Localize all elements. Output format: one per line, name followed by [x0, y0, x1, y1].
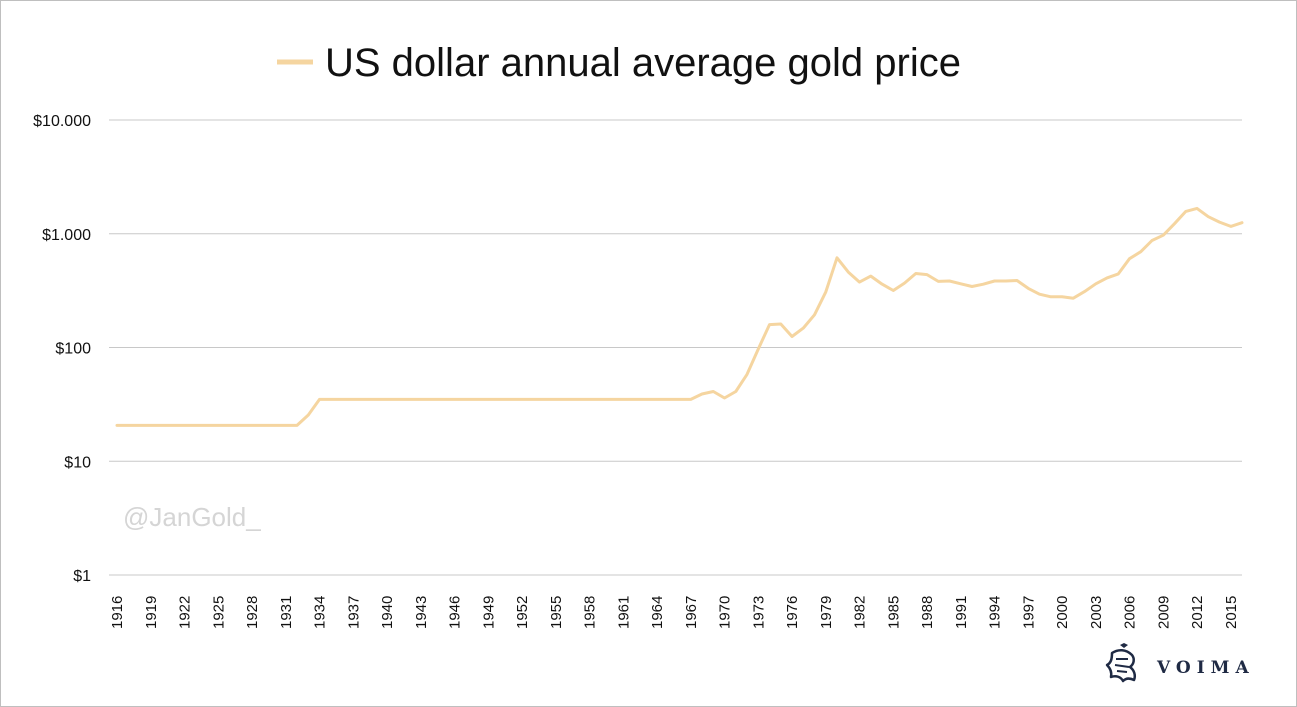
x-tick-label: 1982	[852, 596, 869, 629]
gridlines	[109, 119, 1242, 576]
x-tick-label: 1916	[109, 596, 126, 629]
y-tick-label: $1	[73, 568, 91, 585]
x-axis-tick-labels: 1916 1919 1922 1925 1928 1931 1934 1937 1940 1943…	[109, 596, 1240, 629]
x-tick-label: 1973	[750, 596, 767, 629]
x-tick-label: 1958	[582, 596, 599, 629]
x-tick-label: 2015	[1223, 596, 1240, 629]
x-tick-label: 1940	[379, 596, 396, 629]
x-tick-label: 1931	[278, 596, 295, 629]
legend: US dollar annual average gold price	[277, 41, 961, 85]
x-tick-label: 1967	[683, 596, 700, 629]
x-tick-label: 1919	[143, 596, 160, 629]
x-tick-label: 2000	[1054, 596, 1071, 629]
brand-logo: VOIMA	[1105, 643, 1255, 683]
x-tick-label: 1949	[480, 596, 497, 629]
x-tick-label: 2009	[1155, 596, 1172, 629]
x-tick-label: 2003	[1088, 596, 1105, 629]
series-group	[115, 206, 1244, 427]
y-tick-label: $10	[64, 454, 91, 471]
x-tick-label: 1937	[345, 596, 362, 629]
x-tick-label: 1979	[818, 596, 835, 629]
x-tick-label: 1985	[885, 596, 902, 629]
x-tick-label: 2006	[1122, 596, 1139, 629]
x-tick-label: 1943	[413, 596, 430, 629]
y-tick-label: $100	[55, 341, 91, 358]
x-tick-label: 1946	[447, 596, 464, 629]
x-tick-label: 1976	[784, 596, 801, 629]
x-tick-label: 1994	[987, 596, 1004, 629]
heraldic-lion-icon	[1105, 643, 1137, 683]
x-tick-label: 1922	[177, 596, 194, 629]
x-tick-label: 1952	[514, 596, 531, 629]
y-tick-label: $1.000	[42, 227, 91, 244]
x-tick-label: 1991	[953, 596, 970, 629]
x-tick-label: 1925	[210, 596, 227, 629]
x-tick-label: 1964	[649, 596, 666, 629]
brand-name: VOIMA	[1156, 658, 1255, 678]
x-tick-label: 1955	[548, 596, 565, 629]
x-tick-label: 1997	[1020, 596, 1037, 629]
watermark: @JanGold_	[123, 502, 261, 532]
series-line	[115, 206, 1244, 427]
y-tick-label: $10.000	[33, 113, 91, 130]
x-tick-label: 1988	[919, 596, 936, 629]
x-tick-label: 2012	[1189, 596, 1206, 629]
x-tick-label: 1928	[244, 596, 261, 629]
legend-label: US dollar annual average gold price	[325, 41, 961, 85]
x-tick-label: 1934	[312, 596, 329, 629]
x-tick-label: 1961	[615, 596, 632, 629]
y-axis-tick-labels: $1 $10 $100 $1.000 $10.000	[33, 113, 91, 585]
x-tick-label: 1970	[717, 596, 734, 629]
